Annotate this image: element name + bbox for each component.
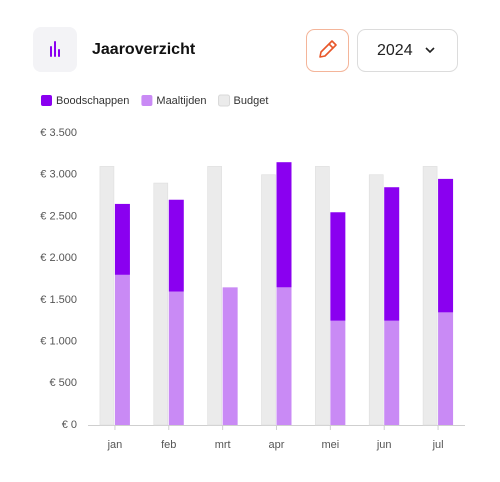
budget-bar (368, 174, 384, 426)
bar-segment (330, 320, 346, 425)
legend: Boodschappen Maaltijden Budget (41, 94, 269, 107)
legend-label: Boodschappen (56, 95, 129, 107)
x-tick-label: jul (432, 439, 444, 451)
chevron (425, 47, 435, 54)
budget-bar (153, 182, 169, 426)
edit-button[interactable] (306, 29, 349, 72)
title: Jaaroverzicht (92, 41, 196, 58)
legend-swatch (141, 95, 153, 106)
legend-label: Maaltijden (156, 95, 206, 107)
legend-swatch (218, 94, 231, 107)
x-tick-label: apr (269, 439, 285, 451)
bar-segment (114, 274, 130, 425)
budget-bar (315, 166, 330, 426)
bar-segment (276, 162, 292, 288)
budget-bar (422, 166, 438, 426)
year-value: 2024 (377, 42, 413, 59)
x-tick-label: mei (321, 439, 339, 451)
bar-segment (384, 320, 400, 425)
bar-segment (168, 199, 184, 292)
y-tick-label: € 500 (49, 377, 77, 389)
x-tick-label: mrt (215, 439, 231, 451)
bar-segment (384, 187, 400, 321)
x-tick-label: jan (107, 439, 123, 451)
legend-swatch (41, 95, 52, 106)
x-tick-label: feb (161, 439, 176, 451)
year-dropdown[interactable] (357, 29, 458, 72)
budget-bar (261, 174, 276, 426)
y-tick-label: € 3.000 (40, 169, 77, 181)
legend-label: Budget (234, 95, 269, 107)
y-tick-label: € 2.000 (40, 252, 77, 264)
chart-icon (50, 41, 60, 57)
bar-segment (438, 312, 454, 425)
bar-segment (330, 212, 346, 321)
bar-segment (438, 178, 454, 313)
x-tick-label: jun (376, 439, 392, 451)
budget-bar (99, 166, 115, 426)
bar-segment (222, 287, 238, 425)
y-tick-label: € 1.000 (40, 335, 77, 347)
y-tick-label: € 0 (62, 419, 77, 431)
y-tick-label: € 3.500 (40, 127, 77, 139)
pencil-icon (319, 40, 337, 58)
bar-segment (276, 287, 292, 425)
y-tick-label: € 1.500 (40, 294, 77, 306)
y-tick-label: € 2.500 (40, 210, 77, 222)
bar-segment (168, 291, 184, 425)
bar-segment (114, 203, 130, 275)
plot: € 0 € 500 € 1.000 € 1.500 € 2.000 € 2.500 € 3.… (40, 127, 465, 451)
budget-bar (207, 166, 222, 426)
